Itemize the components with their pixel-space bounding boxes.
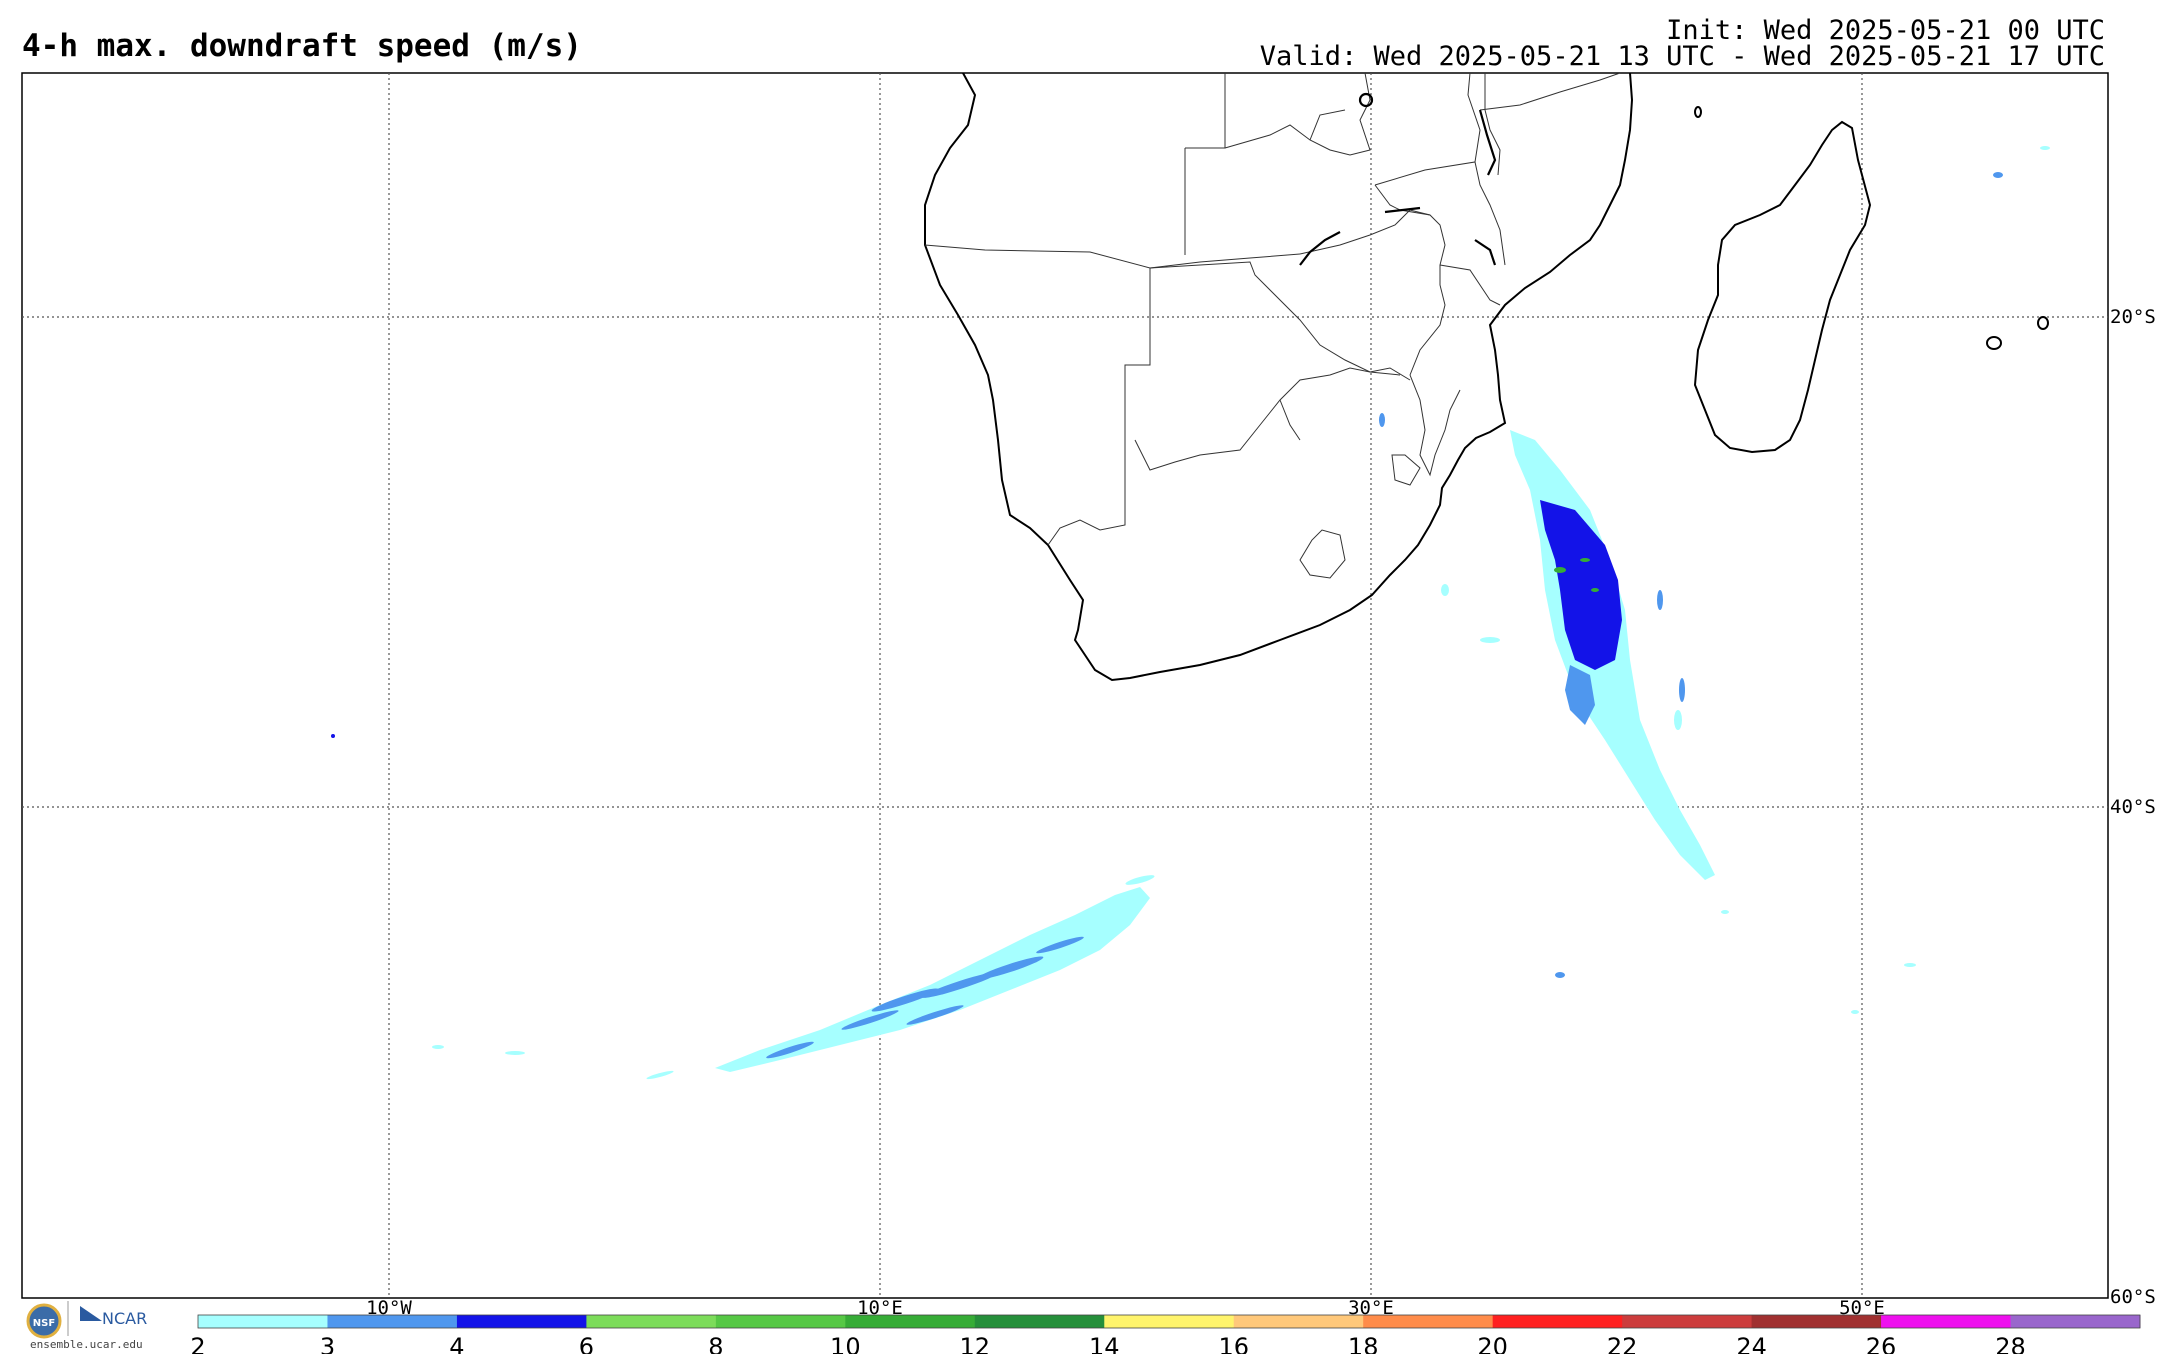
lat-label-20s: 20°S [2110, 306, 2156, 328]
colorbar-tick-label: 24 [1736, 1333, 1767, 1354]
madagascar [1693, 120, 1872, 454]
colorbar: 2 3 4 6 8 10 12 14 16 18 20 22 24 26 28 [190, 1314, 2141, 1354]
colorbar-swatch [1881, 1315, 2012, 1328]
colorbar-swatch [2010, 1315, 2141, 1328]
colorbar-tick-label: 8 [708, 1333, 723, 1354]
graticule [22, 73, 2108, 1298]
colorbar-swatch [198, 1315, 328, 1328]
lon-label-30e: 30°E [1348, 1297, 1394, 1319]
colorbar-swatch [327, 1315, 458, 1328]
colorbar-tick-label: 4 [449, 1333, 464, 1354]
colorbar-tick-label: 12 [960, 1333, 991, 1354]
colorbar-tick-label: 16 [1218, 1333, 1249, 1354]
colorbar-tick-label: 18 [1348, 1333, 1379, 1354]
africa-coastline [924, 73, 1634, 682]
colorbar-tick-label: 10 [830, 1333, 861, 1354]
nsf-ncar-logo: NSF NCAR [26, 1301, 147, 1339]
map-frame [21, 72, 2109, 1299]
colorbar-tick-label: 28 [1995, 1333, 2026, 1354]
colorbar-swatch [715, 1315, 846, 1328]
colorbar-swatch [586, 1315, 717, 1328]
lakes [1299, 92, 1497, 266]
colorbar-tick-label: 22 [1607, 1333, 1638, 1354]
colorbar-swatch [1363, 1315, 1494, 1328]
colorbar-swatch [456, 1315, 587, 1328]
country-borders [924, 73, 1621, 579]
map-title: 4-h max. downdraft speed (m/s) [22, 28, 582, 64]
colorbar-swatch [1751, 1315, 1882, 1328]
colorbar-swatch [845, 1315, 976, 1328]
ensemble-url: ensemble.ucar.edu [30, 1338, 143, 1351]
lon-label-10e: 10°E [857, 1297, 903, 1319]
downdraft-field-atlantic [432, 875, 1155, 1080]
lat-label-60s: 60°S [2110, 1286, 2156, 1308]
colorbar-tick-label: 26 [1866, 1333, 1897, 1354]
valid-time-header: Init: Wed 2025-05-21 00 UTC Valid: Wed 2… [1259, 15, 2105, 72]
colorbar-tick-label: 20 [1477, 1333, 1508, 1354]
colorbar-swatch [1492, 1315, 1623, 1328]
colorbar-tick-label: 6 [579, 1333, 594, 1354]
lon-label-10w: 10°W [366, 1297, 412, 1319]
colorbar-tick-label: 14 [1089, 1333, 1120, 1354]
lat-label-40s: 40°S [2110, 796, 2156, 818]
colorbar-swatch [974, 1315, 1105, 1328]
colorbar-tick-label: 2 [190, 1333, 205, 1354]
downdraft-field-indian [331, 146, 2050, 1014]
ncar-logo-icon [80, 1306, 102, 1321]
ncar-text: NCAR [102, 1309, 147, 1328]
comoros [1694, 106, 1702, 118]
colorbar-swatch [1622, 1315, 1753, 1328]
init-time: Init: Wed 2025-05-21 00 UTC [1666, 15, 2105, 46]
valid-time: Valid: Wed 2025-05-21 13 UTC - Wed 2025-… [1259, 41, 2105, 72]
colorbar-swatch [1104, 1315, 1235, 1328]
nsf-seal-icon [26, 1303, 62, 1339]
colorbar-border [197, 1314, 2141, 1329]
reunion [2037, 316, 2049, 330]
colorbar-swatch [1233, 1315, 1364, 1328]
colorbar-tick-label: 3 [320, 1333, 335, 1354]
lon-label-50e: 50°E [1839, 1297, 1885, 1319]
mauritius [1986, 336, 2002, 350]
nsf-text: NSF [33, 1318, 55, 1329]
